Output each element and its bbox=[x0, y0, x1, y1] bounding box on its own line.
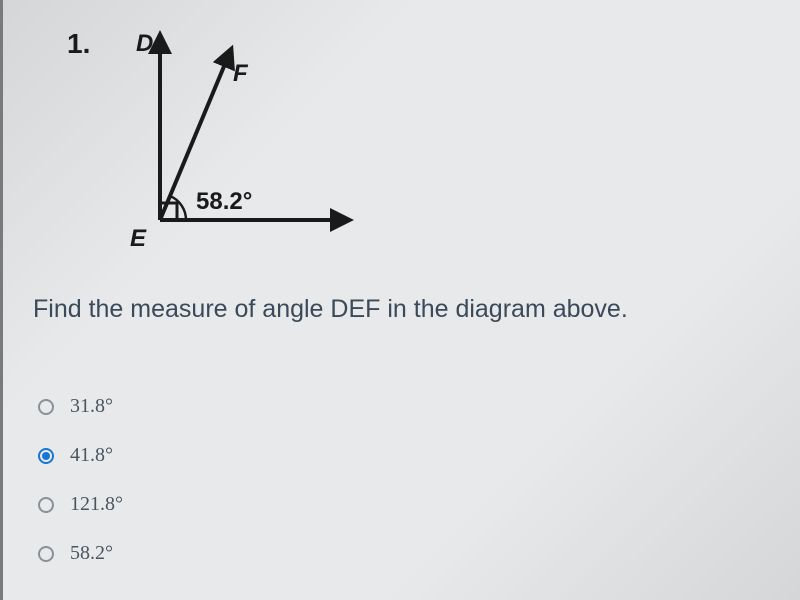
angle-diagram: D F E 58.2° bbox=[118, 20, 398, 260]
option-c[interactable]: 121.8° bbox=[38, 493, 123, 516]
radio-icon bbox=[38, 448, 54, 464]
diagram-svg bbox=[118, 20, 398, 260]
question-text: Find the measure of angle DEF in the dia… bbox=[33, 295, 628, 324]
option-b[interactable]: 41.8° bbox=[38, 444, 123, 467]
option-label: 58.2° bbox=[70, 542, 113, 565]
point-d-dot bbox=[156, 40, 165, 49]
option-label: 121.8° bbox=[70, 493, 123, 516]
radio-icon bbox=[38, 497, 54, 513]
option-label: 41.8° bbox=[70, 444, 113, 467]
question-number: 1. bbox=[67, 28, 90, 60]
radio-icon bbox=[38, 399, 54, 415]
point-label-f: F bbox=[233, 60, 248, 88]
angle-value-label: 58.2° bbox=[196, 188, 252, 216]
point-label-d: D bbox=[136, 30, 153, 58]
point-label-e: E bbox=[130, 225, 146, 253]
option-label: 31.8° bbox=[70, 395, 113, 418]
answer-options: 31.8° 41.8° 121.8° 58.2° bbox=[38, 395, 123, 591]
radio-icon bbox=[38, 546, 54, 562]
option-d[interactable]: 58.2° bbox=[38, 542, 123, 565]
option-a[interactable]: 31.8° bbox=[38, 395, 123, 418]
